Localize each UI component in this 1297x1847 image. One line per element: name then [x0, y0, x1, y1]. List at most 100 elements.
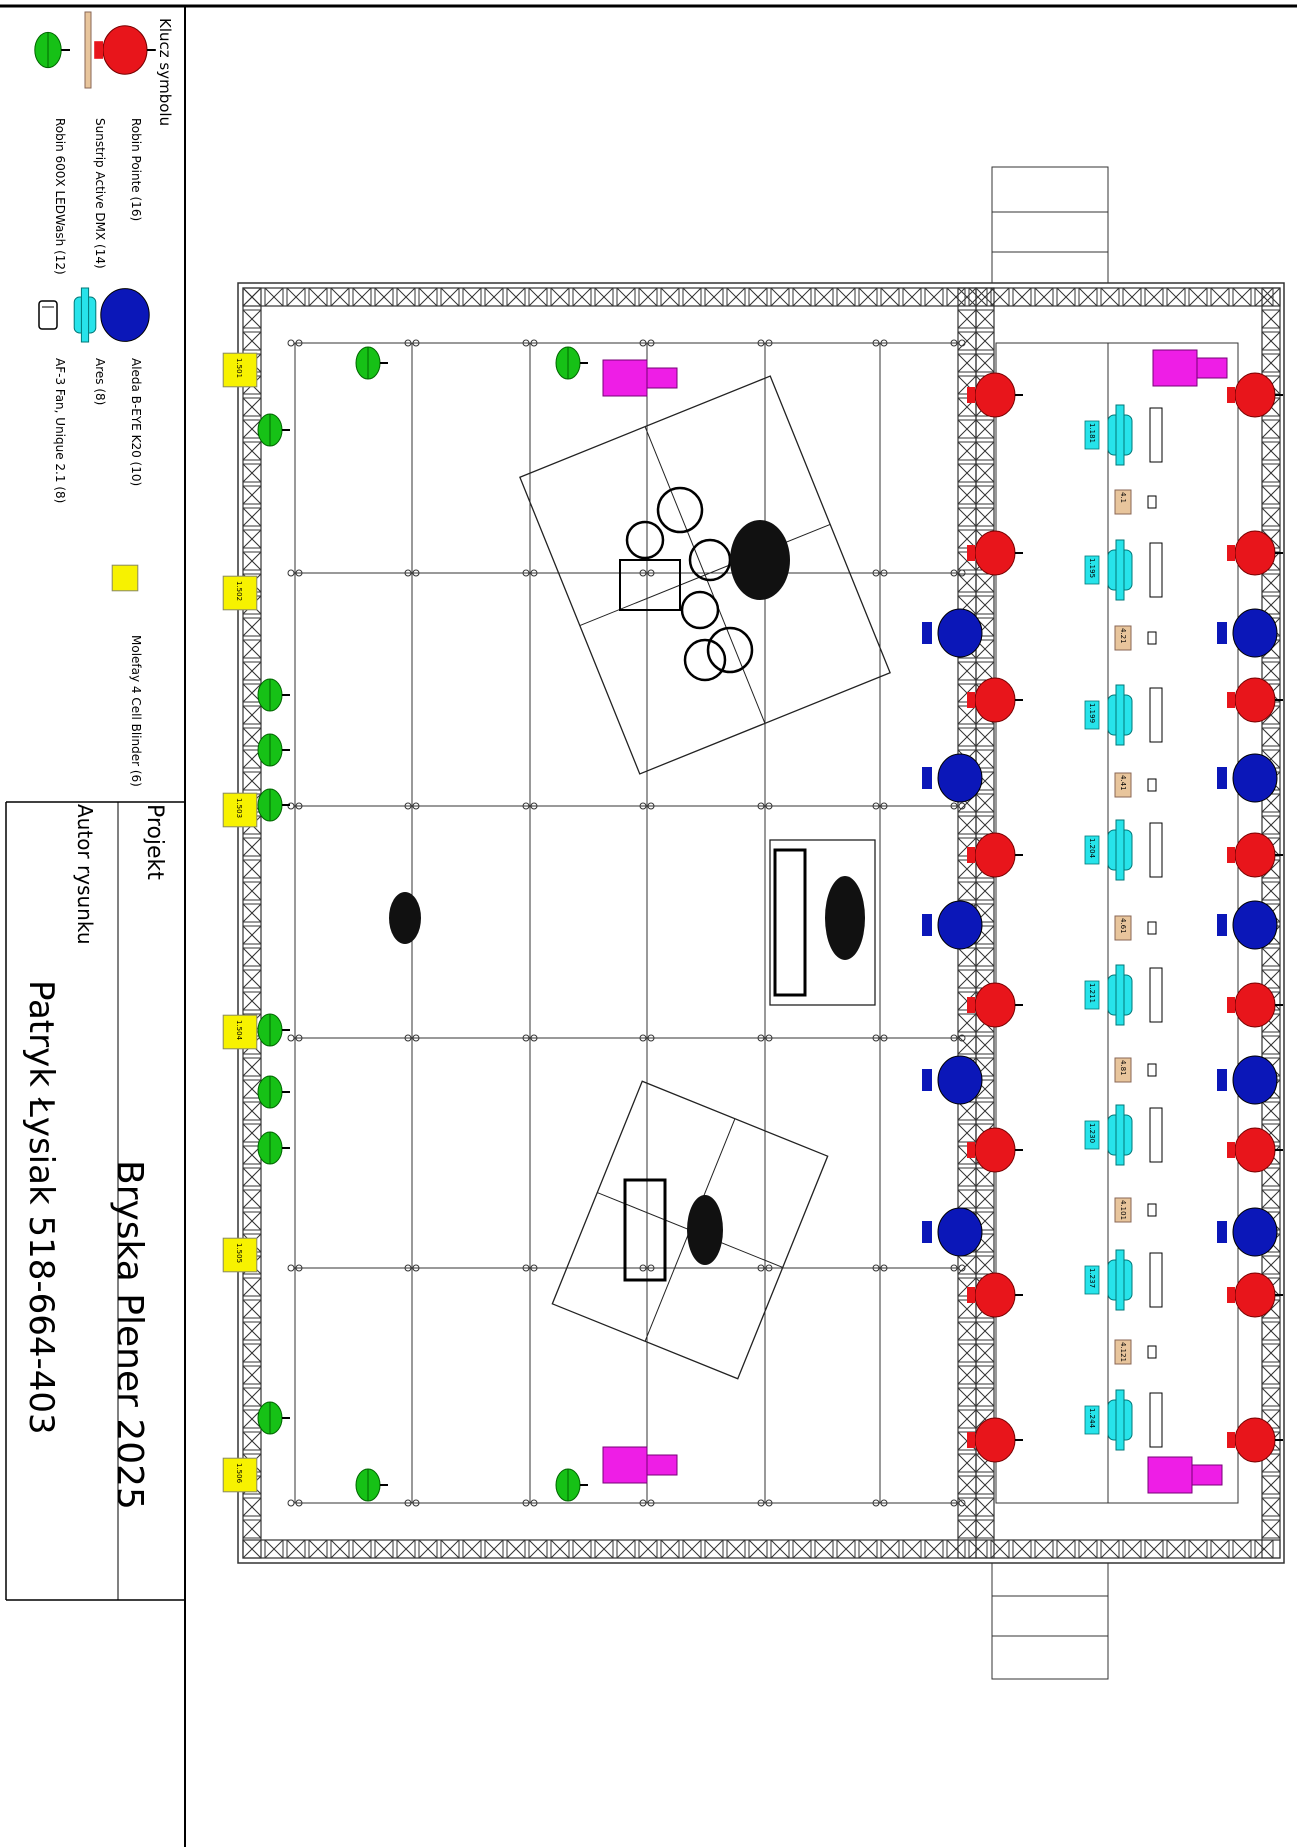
ares-icon — [1107, 819, 1133, 881]
ares-label-box — [1084, 1265, 1100, 1295]
robin-pointe-icon — [1227, 1272, 1283, 1318]
sunstrip-icon — [1114, 1339, 1157, 1365]
robin-wash-icon — [555, 1468, 588, 1502]
sunstrip-label: 4.41 — [1119, 775, 1127, 791]
hazer-rear-left — [1152, 349, 1228, 387]
sunstrip-label: 4.101 — [1119, 1200, 1127, 1220]
keyboard-stand — [773, 848, 807, 997]
b-eye-icon — [1217, 1207, 1278, 1257]
sunstrip-icon — [1114, 625, 1157, 651]
fan-icon — [1149, 822, 1163, 878]
ares-label-box — [1084, 1405, 1100, 1435]
robin-pointe-icon — [967, 677, 1023, 723]
robin-pointe-icon — [967, 1417, 1023, 1463]
robin-pointe-icon — [1227, 1417, 1283, 1463]
stage-outline — [237, 282, 1285, 1564]
legend-item-label: Robin Pointe (16) — [129, 118, 143, 221]
sunstrip-label: 4.21 — [1119, 628, 1127, 644]
b-eye-icon — [922, 900, 983, 950]
robin-wash-icon — [555, 346, 588, 380]
ares-label: 1.244 — [1088, 1408, 1096, 1429]
ares-label-box — [1084, 980, 1100, 1010]
b-eye-icon — [1217, 1055, 1278, 1105]
ares-label: 1.211 — [1088, 983, 1096, 1003]
blinder-icon — [111, 564, 139, 592]
project-label: Projekt — [142, 804, 167, 880]
fan-icon — [1149, 967, 1163, 1023]
sunstrip-icon — [1114, 772, 1157, 798]
author-name: Patryk Łysiak 518-664-403 — [21, 980, 61, 1435]
robin-pointe-icon — [967, 1127, 1023, 1173]
blinder-icon — [222, 792, 258, 828]
legend-item-label: AF-3 Fan, Unique 2.1 (8) — [53, 358, 67, 503]
keyboardist-silhouette — [825, 876, 865, 960]
robin-pointe-icon — [1227, 372, 1283, 418]
ares-label: 1.237 — [1088, 1268, 1096, 1288]
blinder-icon — [222, 352, 258, 388]
blinder-label: 1.501 — [235, 358, 243, 378]
project-name: Bryska Plener 2025 — [109, 1160, 150, 1510]
blinder-label: 1.503 — [235, 798, 243, 818]
sunstrip-icon — [1114, 915, 1157, 941]
legend-item: Robin Pointe (16) — [94, 25, 156, 221]
legend-title: Klucz symbolu — [156, 18, 174, 126]
b-eye-icon — [922, 1207, 983, 1257]
musician-silhouette — [389, 892, 421, 944]
robin-pointe-icon — [1227, 530, 1283, 576]
robin-wash-icon — [257, 1401, 290, 1435]
sunstrip-label: 4.121 — [1119, 1342, 1127, 1362]
b-eye-icon — [922, 753, 983, 803]
ares-icon — [1107, 404, 1133, 466]
ares-label-box — [1084, 700, 1100, 730]
sunstrip-icon — [84, 11, 92, 89]
drum-kit — [619, 486, 790, 682]
b-eye-icon — [1217, 900, 1278, 950]
legend-item-label: Aleda B-EYE K20 (10) — [129, 358, 143, 486]
keys-player-silhouette — [687, 1195, 723, 1265]
robin-pointe-icon — [1227, 1127, 1283, 1173]
fan-icon — [1149, 1107, 1163, 1163]
fan-icon — [1149, 407, 1163, 463]
robin-wash-icon — [257, 733, 290, 767]
robin-wash-icon — [257, 1013, 290, 1047]
keys-stand — [623, 1178, 667, 1282]
b-eye-icon — [922, 608, 983, 658]
robin-wash-icon — [257, 678, 290, 712]
sunstrip-icon — [1114, 1057, 1157, 1083]
robin-pointe-icon — [94, 25, 156, 75]
robin-pointe-icon — [967, 1272, 1023, 1318]
ares-label: 1.230 — [1088, 1123, 1096, 1143]
drum-riser — [519, 375, 891, 775]
legend-item-label: Robin 600X LEDWash (12) — [53, 118, 67, 275]
sunstrip-icon — [1114, 489, 1157, 515]
robin-wash-icon — [257, 788, 290, 822]
robin-pointe-icon — [967, 832, 1023, 878]
ares-label: 1.181 — [1088, 423, 1096, 443]
sunstrip-label: 4.81 — [1119, 1060, 1127, 1076]
truss-top — [242, 287, 1281, 307]
ares-label-box — [1084, 835, 1100, 865]
truss-bottom — [242, 1539, 1281, 1559]
legend-item: Robin 600X LEDWash (12) — [34, 31, 70, 275]
legend-item-label: Molefay 4 Cell Blinder (6) — [129, 635, 143, 787]
robin-wash-icon — [257, 1075, 290, 1109]
legend-item: Ares (8) — [73, 287, 107, 405]
legend-item: AF-3 Fan, Unique 2.1 (8) — [38, 300, 67, 503]
ares-label: 1.204 — [1088, 838, 1096, 859]
robin-pointe-icon — [967, 982, 1023, 1028]
hazer-front-left — [602, 359, 678, 397]
walkway-bottom — [991, 1562, 1109, 1680]
blinder-label: 1.502 — [235, 581, 243, 601]
ares-icon — [1107, 1104, 1133, 1166]
hazer-rear-right — [1147, 1456, 1223, 1494]
fan-icon — [1149, 1392, 1163, 1448]
robin-pointe-icon — [1227, 832, 1283, 878]
blinder-icon — [222, 575, 258, 611]
hazer-front-right — [602, 1446, 678, 1484]
ares-label-box — [1084, 555, 1100, 585]
robin-pointe-icon — [967, 372, 1023, 418]
ares-label: 1.199 — [1088, 703, 1096, 723]
robin-pointe-icon — [1227, 982, 1283, 1028]
